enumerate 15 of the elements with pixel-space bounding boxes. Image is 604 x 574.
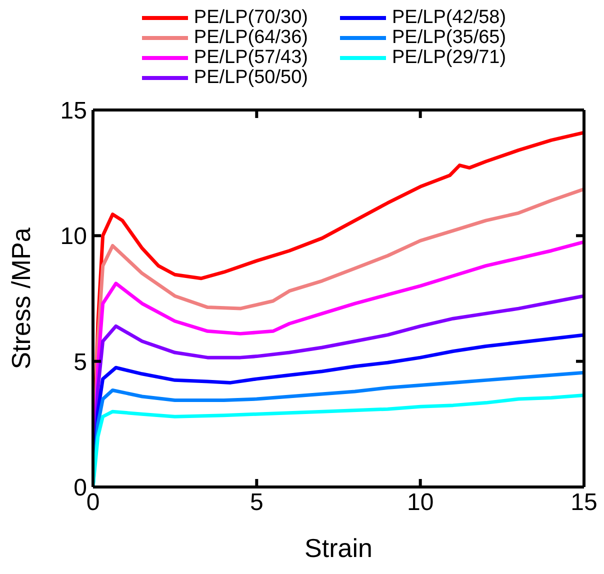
legend-label: PE/LP(50/50) bbox=[194, 67, 308, 88]
y-axis-title: Stress /MPa bbox=[6, 227, 36, 370]
x-tick-label: 10 bbox=[406, 489, 434, 516]
y-tick-label: 5 bbox=[74, 348, 87, 376]
legend-label: PE/LP(29/71) bbox=[392, 47, 506, 68]
x-tick-label: 5 bbox=[250, 489, 264, 516]
legend-label: PE/LP(42/58) bbox=[392, 7, 506, 28]
y-tick-label: 15 bbox=[60, 98, 87, 125]
x-axis-title: Strain bbox=[304, 533, 372, 563]
legend-label: PE/LP(35/65) bbox=[392, 27, 506, 48]
legend-label: PE/LP(64/36) bbox=[194, 27, 308, 48]
x-tick-label: 15 bbox=[570, 489, 598, 516]
legend-label: PE/LP(70/30) bbox=[194, 7, 308, 28]
legend-label: PE/LP(57/43) bbox=[194, 47, 308, 68]
y-tick-label: 10 bbox=[60, 223, 87, 250]
